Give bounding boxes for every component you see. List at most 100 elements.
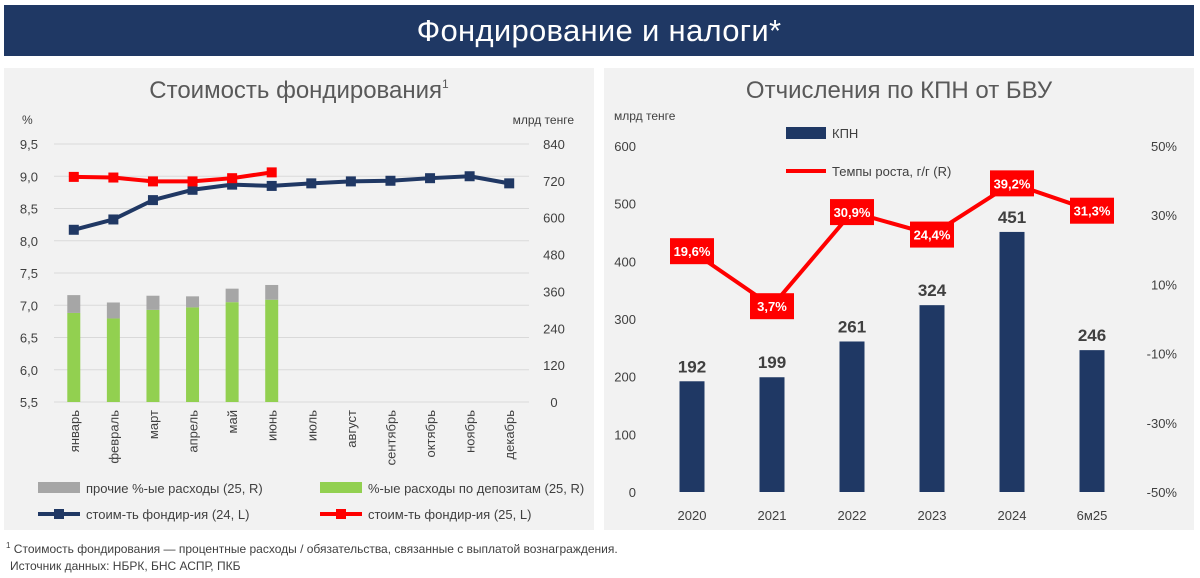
y-tick-label: 0 xyxy=(629,485,636,500)
bar-value-label: 451 xyxy=(998,208,1026,227)
footnote-source: Источник данных: НБРК, БНС АСПР, ПКБ xyxy=(10,559,240,573)
y2-tick-label: 30% xyxy=(1151,208,1177,223)
y-tick-label: 600 xyxy=(614,139,636,154)
bar-deposit-expenses xyxy=(225,302,239,402)
marker-funding-cost-24 xyxy=(504,178,515,189)
marker-funding-cost-24 xyxy=(227,179,238,190)
y-tick-label: 9,0 xyxy=(20,169,38,184)
bar-cit xyxy=(679,381,705,492)
growth-value-label: 19,6% xyxy=(674,244,711,259)
growth-label-box xyxy=(1070,197,1114,224)
growth-value-label: 30,9% xyxy=(834,205,871,220)
line-growth-rate xyxy=(690,181,1093,309)
growth-label-box xyxy=(910,221,954,248)
y-tick-label: 300 xyxy=(614,312,636,327)
y-tick-label: 100 xyxy=(614,427,636,442)
bar-cit xyxy=(999,231,1025,492)
growth-value-label: 31,3% xyxy=(1074,204,1111,219)
x-tick-label: 2024 xyxy=(998,508,1027,523)
growth-value-label: 39,2% xyxy=(994,176,1031,191)
marker-funding-cost-25 xyxy=(266,167,277,178)
cit-chart: Отчисления по КПН от БВУ млрд тенге 600 500… xyxy=(614,77,1178,523)
x-tick-label: 2020 xyxy=(678,508,707,523)
marker-funding-cost-25 xyxy=(227,173,238,184)
bar-other-expenses xyxy=(265,284,279,300)
bar-value-label: 324 xyxy=(918,281,947,300)
bar-deposit-expenses xyxy=(146,309,160,402)
growth-label-box xyxy=(750,293,794,320)
marker-funding-cost-24 xyxy=(266,180,277,191)
x-tick-label: ноябрь xyxy=(463,410,478,453)
bar-deposit-expenses xyxy=(186,307,200,402)
bar-value-label: 199 xyxy=(758,353,786,372)
marker-funding-cost-24 xyxy=(68,224,79,235)
x-tick-label: июль xyxy=(304,410,319,441)
banner-title: Фондирование и налоги* xyxy=(416,12,782,48)
legend-label: %-ые расходы по депозитам (25, R) xyxy=(368,481,584,496)
x-tick-label: март xyxy=(146,410,161,439)
y-axis-label: % xyxy=(22,113,33,127)
chart-title-superscript: 1 xyxy=(442,77,449,91)
growth-value-label: 3,7% xyxy=(757,299,787,314)
bar-deposit-expenses xyxy=(67,312,81,402)
bar-cit xyxy=(919,305,945,492)
legend-swatch xyxy=(320,482,362,493)
footnote-definition-text: Стоимость фондирования — процентные расх… xyxy=(13,542,618,556)
y-axis-label: млрд тенге xyxy=(614,109,676,123)
y-tick-label: 400 xyxy=(614,254,636,269)
y2-tick-label: 10% xyxy=(1151,277,1177,292)
y2-tick-label: -10% xyxy=(1147,347,1178,362)
x-tick-label: июнь xyxy=(265,410,280,441)
bar-cit xyxy=(1079,350,1105,492)
funding-cost-chart-panel: Стоимость фондирования1% млрд тенге 9,5 9,0… xyxy=(4,68,594,530)
y-tick-label: 8,0 xyxy=(20,234,38,249)
y2-tick-label: -50% xyxy=(1147,485,1178,500)
bar-value-label: 261 xyxy=(838,317,866,336)
y2-tick-label: 600 xyxy=(543,211,565,226)
marker-funding-cost-24 xyxy=(187,184,198,195)
y2-tick-label: 120 xyxy=(543,358,565,373)
y2-tick-label: -30% xyxy=(1147,416,1178,431)
x-tick-label: октябрь xyxy=(423,410,438,458)
x-tick-label: 6м25 xyxy=(1077,508,1108,523)
marker-funding-cost-24 xyxy=(345,176,356,187)
y2-tick-label: 50% xyxy=(1151,139,1177,154)
legend-label: стоим-ть фондир-ия (24, L) xyxy=(86,507,249,522)
growth-label-box xyxy=(990,170,1034,197)
y2-tick-label: 360 xyxy=(543,284,565,299)
y-tick-label: 200 xyxy=(614,370,636,385)
y-tick-label: 7,5 xyxy=(20,266,38,281)
bar-value-label: 192 xyxy=(678,357,706,376)
y2-tick-label: 720 xyxy=(543,174,565,189)
marker-funding-cost-25 xyxy=(187,176,198,187)
x-tick-label: январь xyxy=(67,410,82,452)
x-tick-label: август xyxy=(344,410,359,448)
y-tick-label: 8,5 xyxy=(20,202,38,217)
legend-marker xyxy=(336,509,346,519)
marker-funding-cost-25 xyxy=(68,171,79,182)
y-tick-label: 6,5 xyxy=(20,331,38,346)
legend-marker xyxy=(54,509,64,519)
marker-funding-cost-24 xyxy=(385,175,396,186)
legend-swatch xyxy=(38,482,80,493)
marker-funding-cost-24 xyxy=(147,195,158,206)
y-tick-label: 7,0 xyxy=(20,298,38,313)
x-tick-label: сентябрь xyxy=(383,410,398,466)
chart-title: Отчисления по КПН от БВУ xyxy=(746,77,1053,104)
bar-other-expenses xyxy=(67,295,81,313)
growth-label-box xyxy=(670,238,714,265)
bar-other-expenses xyxy=(106,302,120,319)
marker-funding-cost-24 xyxy=(425,173,436,184)
marker-funding-cost-24 xyxy=(108,214,119,225)
y-tick-label: 9,5 xyxy=(20,137,38,152)
marker-funding-cost-25 xyxy=(108,172,119,183)
marker-funding-cost-24 xyxy=(464,171,475,182)
x-tick-label: апрель xyxy=(186,410,201,453)
line-funding-cost-24 xyxy=(73,174,510,232)
footnote-source-text: Источник данных: НБРК, БНС АСПР, ПКБ xyxy=(10,559,241,573)
x-tick-label: 2022 xyxy=(838,508,867,523)
bar-cit xyxy=(839,341,865,492)
bar-other-expenses xyxy=(146,295,160,310)
y2-axis-label: млрд тенге xyxy=(513,113,575,127)
legend-label: стоим-ть фондир-ия (25, L) xyxy=(368,507,531,522)
